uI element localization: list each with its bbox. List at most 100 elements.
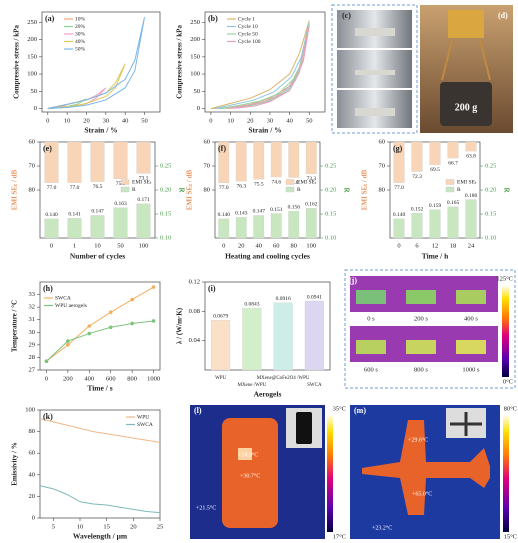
y-tick-label: 29: [29, 341, 36, 348]
y-tick-label: 30: [29, 329, 36, 336]
temperature-label: +23.2°C: [372, 524, 392, 531]
value-label: 0.0916: [276, 296, 291, 302]
y2-tick-label: 0.10: [485, 234, 496, 241]
x-tick-label: 50: [141, 117, 148, 124]
temperature-label: +65.0°C: [412, 490, 432, 497]
value-label: 0.156: [288, 204, 301, 210]
y-tick-label: 50: [194, 88, 201, 95]
x-tick-label: 80: [291, 242, 298, 249]
legend-label: Cycle 50: [238, 31, 258, 37]
y-tick-label: 80: [29, 186, 36, 193]
y2-tick-label: 0.20: [485, 186, 496, 193]
bar: [273, 302, 293, 371]
sample: [456, 290, 486, 304]
bar: [136, 141, 151, 174]
time-label: 600 s: [364, 366, 378, 373]
data-line: [220, 23, 310, 110]
y-tick-label: 31: [29, 316, 36, 323]
weight-label: 200 g: [455, 102, 478, 113]
legend-label: 10%: [75, 16, 86, 22]
y-tick-label: 70: [379, 162, 386, 169]
legend-label: R: [297, 187, 301, 193]
x-axis-label: Strain / %: [248, 126, 281, 135]
value-label: 75.3: [116, 181, 126, 187]
panel-label: (e): [43, 144, 52, 153]
bar: [288, 141, 300, 178]
value-label: 73.3: [306, 176, 316, 182]
x-axis-label: Time / s: [87, 384, 112, 393]
y2-tick-label: 0.25: [160, 162, 171, 169]
bar: [235, 141, 247, 182]
time-label: 1000 s: [462, 366, 480, 373]
bar: [465, 141, 477, 152]
x-tick-label: MXene@CoFe2O4 /WPU: [257, 376, 310, 381]
x-tick-label: 50: [117, 242, 124, 249]
legend-label: SWCA: [55, 295, 71, 301]
inset-device: [296, 412, 312, 444]
data-point: [66, 343, 70, 347]
plot-frame: [204, 11, 326, 113]
sample: [448, 10, 484, 38]
value-label: 76.3: [236, 183, 246, 189]
y2-tick-label: 0.25: [485, 162, 496, 169]
y-tick-label: 100: [190, 71, 200, 78]
legend-label: EMI SEₜ: [457, 179, 477, 185]
y-tick-label: 40: [29, 471, 36, 478]
value-label: 0.151: [270, 207, 283, 213]
bar: [429, 141, 441, 165]
bar: [90, 141, 105, 182]
x-tick-label: 24: [468, 242, 475, 249]
legend-label: 20%: [75, 24, 86, 30]
value-label: 0.143: [235, 211, 248, 217]
airplane: [362, 420, 490, 515]
panel-label: (d): [498, 11, 508, 20]
y-tick-label: 80: [379, 186, 386, 193]
x-tick-label: 6: [415, 242, 419, 249]
panel-label: (f): [218, 144, 226, 153]
value-label: 77.0: [47, 185, 57, 191]
y-tick-label: 100: [25, 406, 35, 413]
y-axis-label: Emissivity / %: [11, 442, 19, 486]
value-label: 0.140: [218, 212, 231, 218]
panel-label: (b): [208, 14, 218, 23]
photo: [337, 50, 412, 88]
value-label: 0.140: [393, 212, 406, 218]
x-tick-label: 10: [227, 117, 234, 124]
scale-label: 0°C: [503, 378, 513, 385]
y-tick-label: 20: [29, 493, 36, 500]
y2-axis-label: R: [342, 187, 350, 193]
chart-panel: 0.04 0.08 0.12 WPU MXene /WPU MXene@CoFe2O4 /…: [176, 278, 331, 399]
y-tick-label: 250: [27, 19, 37, 26]
x-tick-label: 10: [94, 242, 101, 249]
data-point: [130, 297, 134, 302]
y2-axis-label: R: [177, 187, 185, 193]
y2-tick-label: 0.15: [160, 210, 171, 217]
value-label: 0.140: [45, 212, 58, 218]
y-tick-label: 70: [204, 162, 211, 169]
y-tick-label: 60: [29, 450, 36, 457]
time-label: 200 s: [414, 315, 428, 322]
sample: [355, 108, 395, 116]
sample: [356, 290, 386, 304]
y-axis-label: λ / (W/m·K): [176, 307, 184, 344]
data-line: [214, 22, 310, 110]
scale-label: 125°C: [496, 275, 513, 282]
panel-label: (h): [43, 284, 53, 293]
sample: [355, 70, 395, 75]
sample: [356, 340, 386, 354]
legend-label: R: [457, 187, 461, 193]
bar: [44, 141, 59, 183]
value-label: 69.5: [430, 167, 440, 173]
value-label: 66.7: [448, 160, 458, 166]
y-tick-label: 150: [190, 53, 200, 60]
x-tick-label: 40: [256, 242, 263, 249]
photo-d: (d) 200 g: [420, 5, 513, 133]
value-label: 0.0843: [244, 301, 259, 307]
scale-label: 35°C: [333, 405, 346, 412]
x-tick-label: 20: [247, 117, 254, 124]
bar: [447, 206, 459, 239]
x-tick-label: 15: [103, 523, 110, 530]
value-label: 76.5: [93, 184, 103, 190]
y-tick-label: 100: [27, 71, 37, 78]
legend-swatch: [445, 179, 455, 185]
